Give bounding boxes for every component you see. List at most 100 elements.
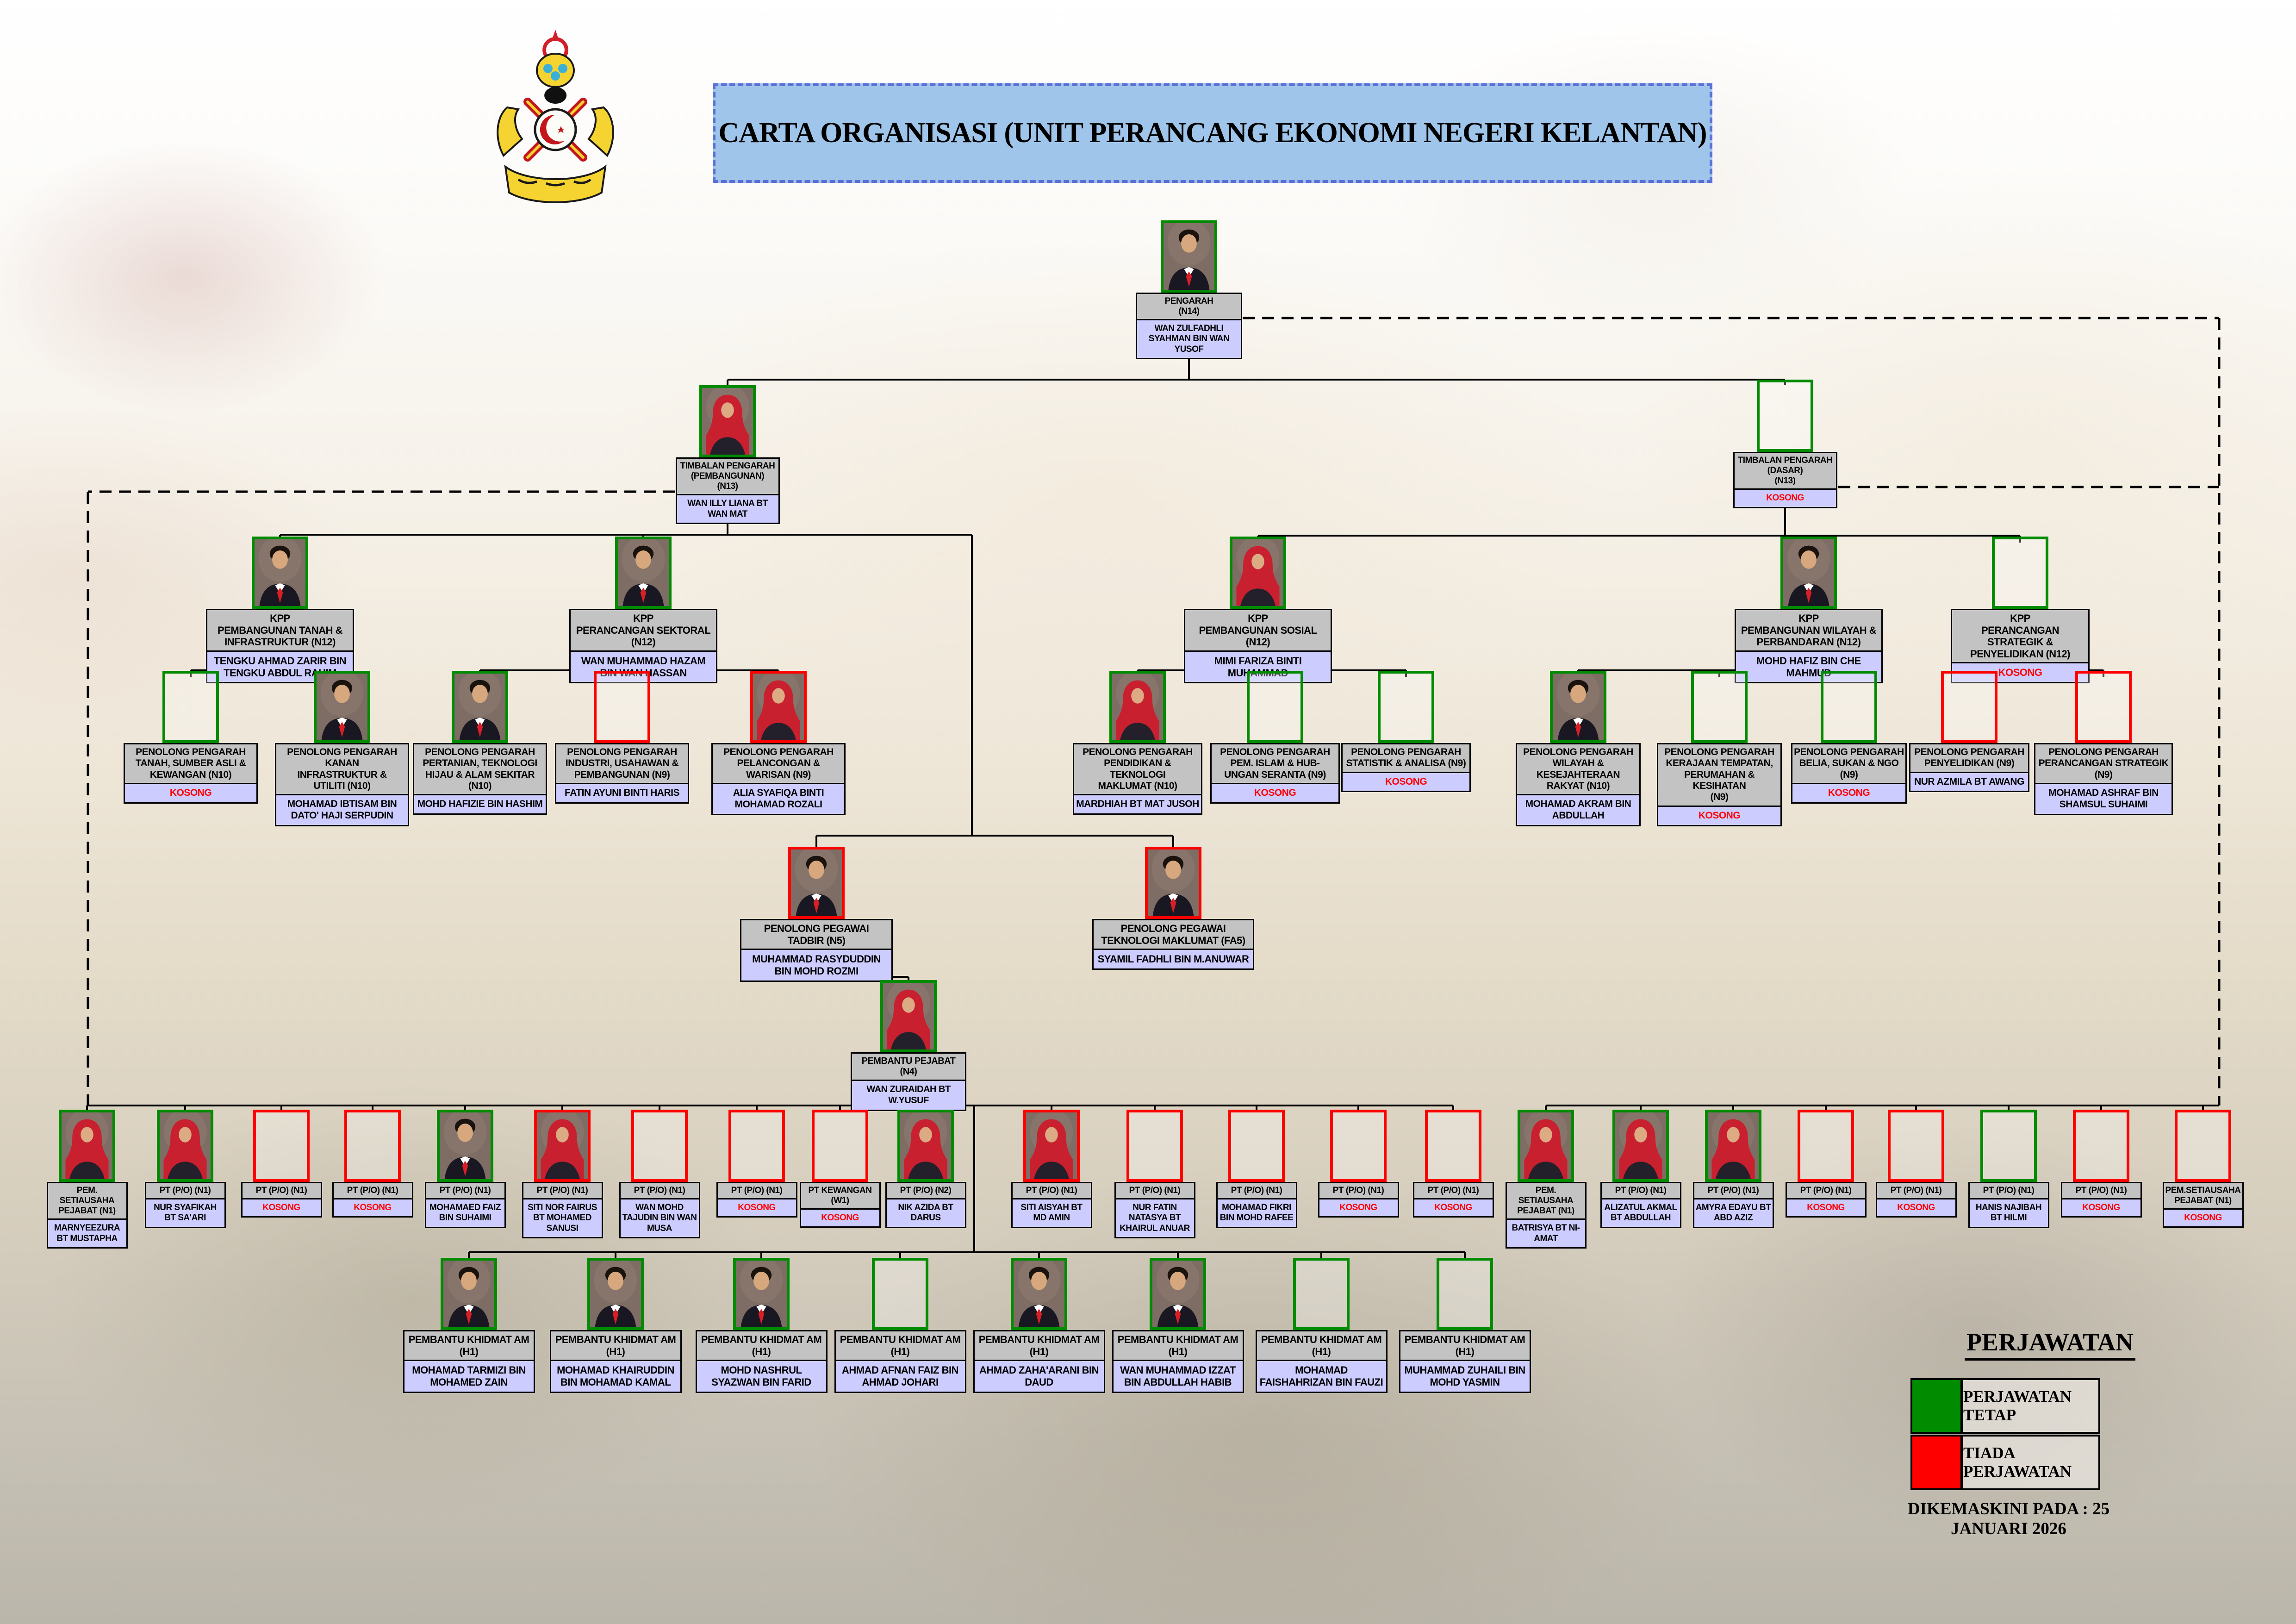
position-title: PT (P/O) (N1)	[522, 1182, 603, 1200]
position-title: TIMBALAN PENGARAH (DASAR) (N13)	[1733, 452, 1837, 490]
org-node-pt-po-16: PT (P/O) (N1) KOSONG	[1875, 1182, 1957, 1218]
portrait-photo	[750, 671, 807, 743]
person-name: MARDHIAH BT MAT JUSOH	[1073, 794, 1202, 815]
position-title: PT (P/O) (N1)	[424, 1182, 506, 1200]
portrait-photo	[452, 671, 508, 743]
position-title: PT (P/O) (N1)	[1692, 1182, 1774, 1200]
portrait-photo-female-hijab	[702, 388, 753, 455]
portrait-photo-female-hijab	[753, 674, 804, 740]
position-title: PT (P/O) (N1)	[619, 1182, 700, 1200]
position-title: PEMBANTU KHIDMAT AM (H1)	[549, 1330, 682, 1362]
portrait-photo	[615, 537, 672, 609]
org-node-pt-po-3: PT (P/O) (N1) KOSONG	[332, 1182, 413, 1218]
person-name: MOHAMAD IBTISAM BIN DATO' HAJI SERPUDIN	[275, 794, 409, 826]
portrait-photo-male	[618, 539, 669, 606]
org-node-pt-kewangan: PT KEWANGAN (W1) KOSONG	[799, 1182, 881, 1228]
org-node-pt-po-13: PT (P/O) (N1) ALIZATUL AKMAL BT ABDULLAH	[1600, 1182, 1681, 1228]
portrait-photo-male	[1553, 674, 1604, 740]
position-title: PENOLONG PENGARAH PEM. ISLAM & HUB- UNGA…	[1210, 743, 1340, 785]
org-node-pp-belia-sukan-ngo: PENOLONG PENGARAH BELIA, SUKAN & NGO (N9…	[1791, 743, 1907, 804]
position-title: PEMBANTU KHIDMAT AM (H1)	[695, 1330, 828, 1362]
person-name: ALIA SYAFIQA BINTI MOHAMAD ROZALI	[711, 783, 846, 815]
person-name: AMYRA EDAYU BT ABD AZIZ	[1692, 1198, 1774, 1228]
portrait-photo-female-hijab	[1615, 1112, 1666, 1179]
person-name: WAN MUHAMMAD HAZAM BIN WAN HASSAN	[569, 650, 717, 684]
portrait-photo	[587, 1258, 644, 1330]
chart-title-banner: CARTA ORGANISASI (UNIT PERANCANG EKONOMI…	[713, 83, 1712, 183]
portrait-photo-male	[1148, 849, 1199, 916]
org-node-pp-pertanian-teknologi-hijau: PENOLONG PENGARAH PERTANIAN, TEKNOLOGI H…	[413, 743, 547, 815]
org-node-pp-statistik-analisa: PENOLONG PENGARAH STATISTIK & ANALISA (N…	[1341, 743, 1471, 793]
org-node-pka-6: PEMBANTU KHIDMAT AM (H1) WAN MUHAMMAD IZ…	[1112, 1330, 1244, 1393]
org-node-pt-po-8: PT (P/O) (N1) SITI AISYAH BT MD AMIN	[1011, 1182, 1092, 1228]
person-name: WAN ZURAIDAH BT W.YUSUF	[851, 1080, 966, 1111]
vacant-photo-frame	[1126, 1110, 1183, 1182]
position-title: PENOLONG PENGARAH KANAN INFRASTRUKTUR & …	[275, 743, 409, 796]
portrait-photo-male	[1164, 223, 1214, 290]
org-node-pka-8: PEMBANTU KHIDMAT AM (H1) MUHAMMAD ZUHAIL…	[1399, 1330, 1531, 1393]
org-node-pt-po-11: PT (P/O) (N1) KOSONG	[1318, 1182, 1399, 1218]
vacancy-status: KOSONG	[1875, 1198, 1957, 1218]
org-node-pt-po-6: PT (P/O) (N1) WAN MOHD TAJUDIN BIN WAN M…	[619, 1182, 700, 1239]
vacancy-status: KOSONG	[241, 1198, 322, 1218]
legend-item-tetap: PERJAWATAN TETAP	[1910, 1378, 2100, 1434]
vacant-photo-frame	[1425, 1110, 1481, 1182]
chart-title: CARTA ORGANISASI (UNIT PERANCANG EKONOMI…	[718, 117, 1707, 149]
portrait-photo	[1161, 220, 1217, 293]
person-name: MOHAMAD FAISHAHRIZAN BIN FAUZI	[1255, 1360, 1388, 1393]
position-title: PENOLONG PENGARAH INDUSTRI, USAHAWAN & P…	[555, 743, 689, 785]
org-node-penolong-pegawai-tadbir: PENOLONG PEGAWAI TADBIR (N5) MUHAMMAD RA…	[740, 919, 893, 982]
legend-swatch-red	[1910, 1435, 1962, 1490]
org-node-pt-po-10: PT (P/O) (N1) MOHAMAD FIKRI BIN MOHD RAF…	[1216, 1182, 1297, 1228]
person-name: MOHAMAD FIKRI BIN MOHD RAFEE	[1216, 1198, 1297, 1228]
org-node-pt-po-n2: PT (P/O) (N2) NIK AZIDA BT DARUS	[885, 1182, 966, 1228]
portrait-photo	[880, 980, 937, 1052]
person-name: MOHAMAD KHAIRUDDIN BIN MOHAMAD KAMAL	[549, 1360, 682, 1393]
vacant-photo-frame	[1757, 380, 1813, 452]
org-node-penolong-pegawai-teknologi-maklumat: PENOLONG PEGAWAI TEKNOLOGI MAKLUMAT (FA5…	[1092, 919, 1254, 970]
vacancy-status: KOSONG	[1733, 488, 1837, 508]
position-title: PT (P/O) (N1)	[332, 1182, 413, 1200]
kelantan-crest-icon	[497, 30, 614, 203]
portrait-photo-male	[454, 674, 505, 740]
person-name: MOHD NASHRUL SYAZWAN BIN FARID	[695, 1360, 828, 1393]
portrait-photo-male	[255, 539, 305, 606]
position-title: PEMBANTU KHIDMAT AM (H1)	[1255, 1330, 1388, 1362]
portrait-photo-female-hijab	[1708, 1112, 1759, 1179]
portrait-photo-male	[1014, 1261, 1064, 1327]
person-name: MOHAMAD TARMIZI BIN MOHAMED ZAIN	[403, 1360, 535, 1393]
position-title: PT (P/O) (N1)	[1600, 1182, 1681, 1200]
vacancy-status: KOSONG	[2060, 1198, 2142, 1218]
position-title: PT (P/O) (N2)	[885, 1182, 966, 1200]
portrait-photo-female-hijab	[1520, 1112, 1571, 1179]
person-name: HANIS NAJIBAH BT HILMI	[1968, 1198, 2049, 1228]
portrait-photo-female-hijab	[62, 1112, 112, 1179]
legend-label-tiada: TIADA PERJAWATAN	[1961, 1435, 2100, 1490]
org-node-pem-setiausaha-pejabat-2: PEM. SETIAUSAHA PEJABAT (N1) BATRISYA BT…	[1505, 1182, 1587, 1249]
vacancy-status: KOSONG	[1318, 1198, 1399, 1218]
portrait-photo	[252, 537, 308, 609]
vacant-photo-frame	[1821, 671, 1877, 743]
position-title: PENOLONG PEGAWAI TADBIR (N5)	[740, 919, 893, 950]
position-title: PT (P/O) (N1)	[144, 1182, 226, 1200]
portrait-photo	[1705, 1110, 1761, 1182]
vacant-photo-frame	[1980, 1110, 2037, 1182]
position-title: PENOLONG PEGAWAI TEKNOLOGI MAKLUMAT (FA5…	[1092, 919, 1254, 950]
person-name: MIMI FARIZA BINTI MUHAMMAD	[1184, 650, 1332, 684]
position-title: PEM.SETIAUSAHA PEJABAT (N1)	[2162, 1182, 2244, 1210]
position-title: PENOLONG PENGARAH PENDIDIKAN & TEKNOLOGI…	[1073, 743, 1202, 796]
vacant-photo-frame	[2175, 1110, 2231, 1182]
vacancy-status: KOSONG	[2162, 1208, 2244, 1228]
org-node-kpp-wilayah-perbandaran: KPP PEMBANGUNAN WILAYAH & PERBANDARAN (N…	[1735, 609, 1883, 684]
portrait-photo-male	[791, 849, 842, 916]
vacant-photo-frame	[1378, 671, 1434, 743]
portrait-photo-female-hijab	[1112, 674, 1163, 740]
position-title: KPP PEMBANGUNAN WILAYAH & PERBANDARAN (N…	[1735, 609, 1883, 652]
vacancy-status: KOSONG	[1412, 1198, 1494, 1218]
position-title: PEM. SETIAUSAHA PEJABAT (N1)	[46, 1182, 128, 1220]
person-name: MARNYEEZURA BT MUSTAPHA	[46, 1218, 128, 1249]
org-node-pp-kanan-infrastruktur: PENOLONG PENGARAH KANAN INFRASTRUKTUR & …	[275, 743, 409, 826]
portrait-photo	[1023, 1110, 1080, 1182]
position-title: PENOLONG PENGARAH PERTANIAN, TEKNOLOGI H…	[413, 743, 547, 796]
position-title: PT (P/O) (N1)	[1968, 1182, 2049, 1200]
